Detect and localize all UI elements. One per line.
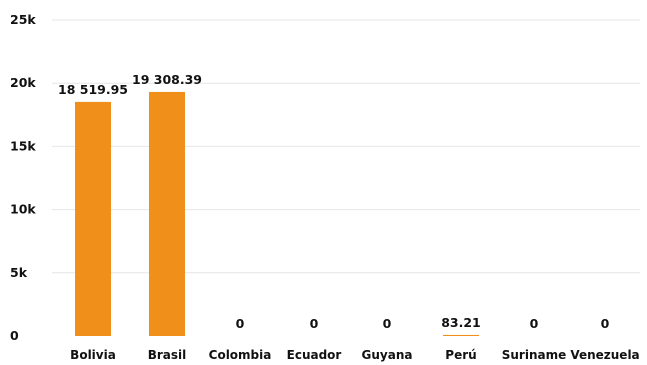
x-tick-label: Colombia [209,348,272,362]
y-tick-label: 10k [10,202,36,217]
bar [75,101,111,336]
bar [149,91,185,336]
data-label: 0 [601,316,610,331]
y-tick-label: 0 [10,328,19,343]
y-axis-ticks: 0 5k 10k 15k 20k 25k [10,12,36,343]
data-label: 0 [236,316,245,331]
data-label: 83.21 [441,315,481,330]
grid-lines [52,19,640,274]
y-tick-label: 5k [10,265,28,280]
bar [443,334,479,336]
data-label: 0 [310,316,319,331]
x-tick-label: Bolivia [70,348,116,362]
x-tick-label: Guyana [362,348,413,362]
y-tick-label: 15k [10,138,36,153]
data-label: 19 308.39 [132,72,202,87]
x-tick-label: Suriname [502,348,567,362]
x-tick-label: Brasil [148,348,187,362]
x-tick-label: Ecuador [287,348,342,362]
x-tick-label: Venezuela [570,348,639,362]
data-label: 18 519.95 [58,82,128,97]
bars [75,91,479,336]
x-axis-categories: Bolivia Brasil Colombia Ecuador Guyana Perú Su… [70,348,639,362]
data-label: 0 [383,316,392,331]
y-tick-label: 20k [10,75,36,90]
data-label: 0 [530,316,539,331]
x-tick-label: Perú [445,348,476,362]
y-tick-label: 25k [10,12,36,27]
data-labels: 18 519.95 19 308.39 0 0 0 83.21 0 0 [58,72,610,331]
